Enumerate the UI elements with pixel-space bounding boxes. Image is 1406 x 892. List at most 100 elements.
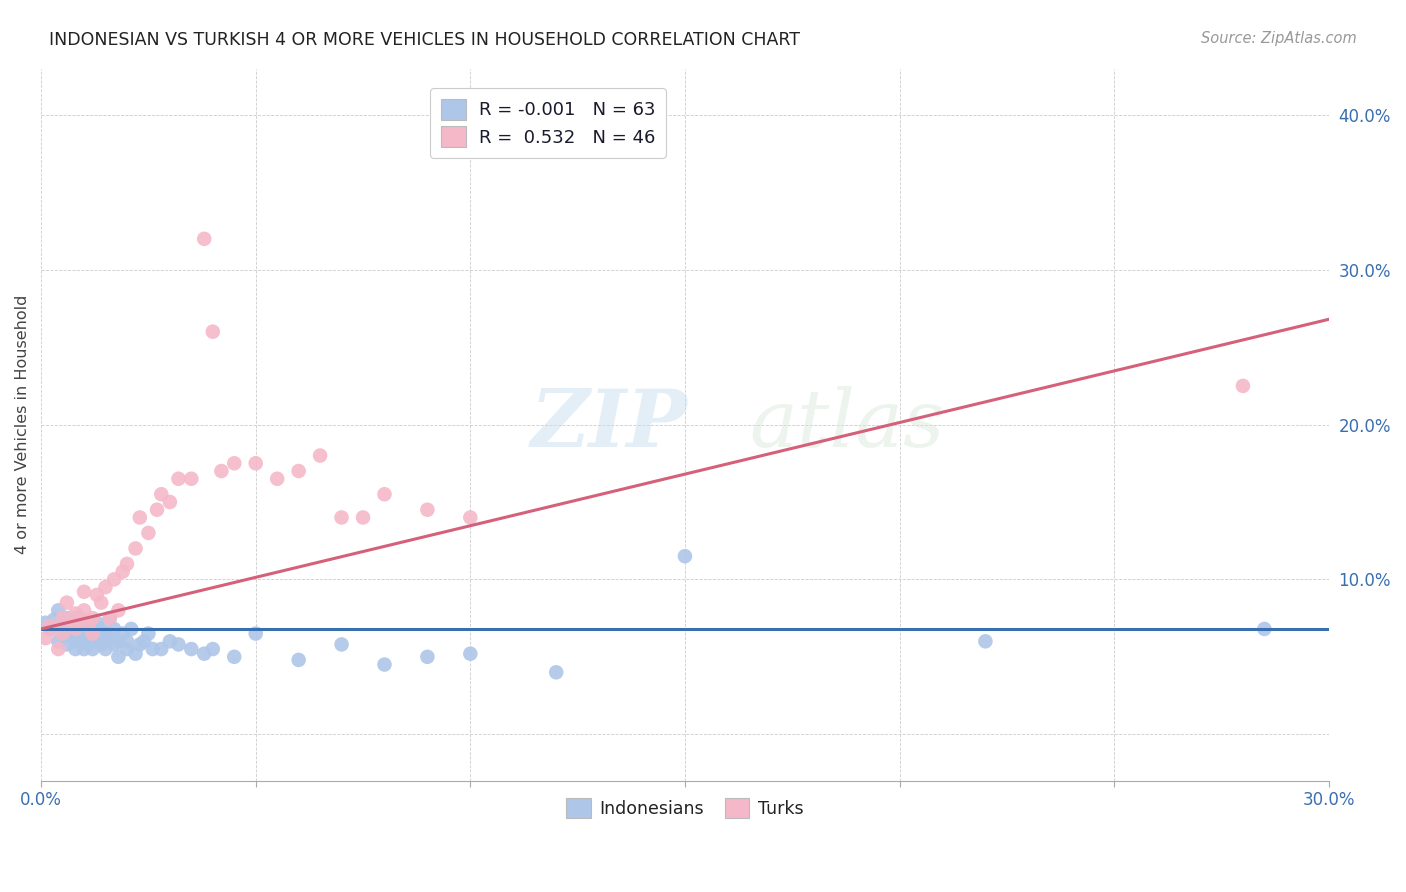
Point — [86, 615, 108, 630]
Point — [1253, 622, 1275, 636]
Point — [73, 603, 96, 617]
Point — [86, 634, 108, 648]
Point — [77, 637, 100, 651]
Point — [330, 510, 353, 524]
Point — [159, 495, 181, 509]
Point — [42, 622, 65, 636]
Point — [60, 622, 83, 636]
Point — [146, 502, 169, 516]
Text: INDONESIAN VS TURKISH 4 OR MORE VEHICLES IN HOUSEHOLD CORRELATION CHART: INDONESIAN VS TURKISH 4 OR MORE VEHICLES… — [49, 31, 800, 49]
Point — [77, 619, 100, 633]
Point — [134, 634, 156, 648]
Point — [65, 611, 87, 625]
Point — [115, 634, 138, 648]
Point — [111, 626, 134, 640]
Point — [65, 642, 87, 657]
Point — [65, 607, 87, 621]
Text: atlas: atlas — [749, 386, 945, 463]
Point — [224, 649, 246, 664]
Point — [159, 634, 181, 648]
Text: Source: ZipAtlas.com: Source: ZipAtlas.com — [1201, 31, 1357, 46]
Point — [107, 649, 129, 664]
Point — [287, 653, 309, 667]
Point — [73, 642, 96, 657]
Point — [373, 657, 395, 672]
Point — [150, 642, 173, 657]
Point — [56, 596, 79, 610]
Point — [103, 573, 125, 587]
Point — [46, 603, 69, 617]
Point — [69, 619, 91, 633]
Point — [103, 637, 125, 651]
Point — [460, 647, 482, 661]
Point — [52, 626, 75, 640]
Text: ZIP: ZIP — [530, 386, 688, 463]
Point — [193, 232, 215, 246]
Point — [77, 619, 100, 633]
Point — [111, 565, 134, 579]
Point — [56, 611, 79, 625]
Point — [73, 584, 96, 599]
Point — [103, 622, 125, 636]
Point — [416, 649, 439, 664]
Point — [167, 637, 190, 651]
Point — [52, 626, 75, 640]
Point — [180, 642, 202, 657]
Point — [330, 637, 353, 651]
Point — [56, 637, 79, 651]
Point — [65, 634, 87, 648]
Point — [124, 541, 146, 556]
Point — [309, 449, 332, 463]
Point — [224, 456, 246, 470]
Point — [138, 525, 160, 540]
Point — [546, 665, 568, 680]
Point — [98, 611, 121, 625]
Point — [46, 642, 69, 657]
Point — [352, 510, 374, 524]
Point — [201, 642, 224, 657]
Point — [52, 611, 75, 625]
Point — [86, 588, 108, 602]
Point — [34, 631, 56, 645]
Point — [69, 626, 91, 640]
Point — [150, 487, 173, 501]
Point — [38, 622, 60, 636]
Point — [65, 622, 87, 636]
Point — [42, 613, 65, 627]
Point — [90, 622, 112, 636]
Point — [245, 456, 267, 470]
Y-axis label: 4 or more Vehicles in Household: 4 or more Vehicles in Household — [15, 295, 30, 554]
Point — [98, 611, 121, 625]
Point — [38, 619, 60, 633]
Point — [98, 631, 121, 645]
Point — [245, 626, 267, 640]
Point — [416, 502, 439, 516]
Point — [266, 472, 288, 486]
Point — [82, 642, 104, 657]
Point — [287, 464, 309, 478]
Point — [1232, 379, 1254, 393]
Point — [34, 615, 56, 630]
Point — [138, 626, 160, 640]
Point — [128, 637, 150, 651]
Point — [60, 615, 83, 630]
Point — [46, 634, 69, 648]
Point — [673, 549, 696, 564]
Point — [90, 596, 112, 610]
Point — [69, 611, 91, 625]
Point — [180, 472, 202, 486]
Point — [115, 557, 138, 571]
Point — [193, 647, 215, 661]
Point — [94, 626, 117, 640]
Point — [974, 634, 997, 648]
Point — [94, 580, 117, 594]
Point — [94, 642, 117, 657]
Point — [60, 630, 83, 644]
Point — [124, 647, 146, 661]
Point — [115, 642, 138, 657]
Point — [77, 630, 100, 644]
Legend: Indonesians, Turks: Indonesians, Turks — [560, 791, 810, 825]
Point — [82, 611, 104, 625]
Point — [52, 619, 75, 633]
Point — [90, 637, 112, 651]
